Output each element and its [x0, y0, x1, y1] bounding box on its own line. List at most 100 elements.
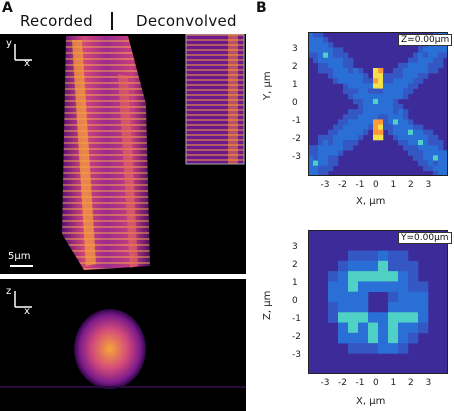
heatmap-cell: [343, 119, 349, 125]
heatmap-cell: [373, 119, 379, 125]
heatmap-cell: [313, 155, 319, 161]
x-tick-label: 0: [373, 180, 379, 190]
heatmap-cell: [358, 134, 364, 141]
heatmap-cell: [328, 281, 339, 293]
heatmap-cell: [413, 73, 419, 79]
heatmap-cell: [348, 145, 354, 151]
y-tick-label: 0: [292, 296, 298, 306]
heatmap-cell: [398, 62, 404, 69]
heatmap-cell: [423, 150, 429, 156]
heatmap-cell: [393, 119, 399, 125]
heatmap-cell: [408, 322, 419, 334]
y-tick-label: 0: [292, 98, 298, 108]
heatmap-cell: [313, 145, 319, 151]
heatmap-cell: [398, 343, 409, 354]
heatmap-cell: [443, 165, 449, 172]
heatmap-cell: [433, 145, 439, 151]
heatmap-cell: [318, 57, 324, 64]
heatmap-cell: [378, 73, 384, 79]
heatmap-cell: [373, 93, 379, 100]
heatmap-cell: [338, 260, 349, 272]
heatmap-cell: [328, 73, 334, 79]
heatmap-cell: [328, 312, 339, 323]
heatmap-cell: [418, 322, 429, 334]
heatmap-cell: [378, 88, 384, 95]
heatmap-cell: [338, 73, 344, 79]
x-tick-label: -1: [355, 378, 365, 388]
heatmap-cell: [348, 83, 354, 89]
heatmap-cell: [358, 281, 369, 293]
inset-label-xy: Z=0.00μm: [398, 34, 453, 46]
heatmap-cell: [348, 73, 354, 79]
heatmap-cell: [363, 83, 369, 89]
heatmap-cell: [393, 83, 399, 89]
heatmap-cell: [388, 332, 399, 344]
heatmap-cell: [343, 68, 349, 74]
heatmap-cell: [428, 134, 434, 141]
heatmap-cell: [343, 129, 349, 136]
heatmap-cell: [358, 98, 364, 105]
heatmap-cell: [363, 93, 369, 100]
heatmap-cell: [378, 119, 384, 125]
heatmap-cell: [368, 322, 379, 334]
panel-a-letter: A: [2, 0, 13, 16]
heatmap-cell: [418, 68, 424, 74]
heatmap-cell: [318, 160, 324, 167]
heatmap-cell: [353, 129, 359, 136]
ylabel-xz: Z, μm: [262, 290, 273, 320]
xlabel-xz: X, μm: [356, 396, 386, 407]
heatmap-cell: [388, 109, 394, 115]
heatmap-cell: [418, 302, 429, 313]
y-tick-label: -1: [292, 314, 301, 324]
panel-b-letter: B: [256, 0, 267, 16]
heatmap-cell: [383, 78, 389, 84]
heatmap-cell: [428, 57, 434, 64]
heatmap-cell: [418, 312, 429, 323]
heatmap-cell: [403, 140, 409, 146]
heatmap-cell: [408, 302, 419, 313]
heatmap-cell: [408, 145, 414, 151]
heatmap-cell: [348, 343, 359, 354]
heatmap-cell: [393, 88, 399, 95]
heatmap-cell: [413, 155, 419, 161]
heatmap-cell: [413, 78, 419, 84]
heatmap-cell: [368, 109, 374, 115]
heatmap-cell: [368, 104, 374, 110]
heatmap-cell: [403, 83, 409, 89]
heatmap-cell: [328, 52, 334, 59]
heatmap-cell: [343, 78, 349, 84]
heatmap-cell: [418, 129, 424, 136]
heatmap-cell: [318, 150, 324, 156]
heatmap-cell: [398, 73, 404, 79]
heatmap-cell: [378, 129, 384, 136]
heatmap-cell: [433, 68, 439, 74]
heatmap-cell: [378, 322, 389, 334]
heatmap-cell: [343, 57, 349, 64]
heatmap-cell: [318, 145, 324, 151]
heatmap-cell: [328, 291, 339, 303]
heatmap-cell: [313, 57, 319, 64]
heatmap-cell: [358, 124, 364, 131]
heatmap-cell: [358, 73, 364, 79]
heatmap-cell: [388, 281, 399, 293]
heatmap-cell: [313, 150, 319, 156]
heatmap-cell: [323, 160, 329, 167]
heatmap-cell: [343, 124, 349, 131]
heatmap-cell: [338, 47, 344, 53]
heatmap-cell: [388, 260, 399, 272]
heatmap-cell: [343, 145, 349, 151]
heatmap-cell: [343, 134, 349, 141]
heatmap-cell: [428, 145, 434, 151]
cell-image-xz: [0, 291, 246, 389]
heatmap-cell: [358, 83, 364, 89]
heatmap-cell: [328, 145, 334, 151]
heatmap-cell: [373, 68, 379, 74]
heatmap-cell: [318, 37, 324, 43]
axis-y-label-top: y: [6, 38, 12, 49]
heatmap-cell: [408, 312, 419, 323]
heatmap-cell: [338, 302, 349, 313]
heatmap-cell: [393, 78, 399, 84]
heatmap-cell: [323, 62, 329, 69]
heatmap-cell: [413, 150, 419, 156]
heatmap-cell: [323, 52, 329, 59]
